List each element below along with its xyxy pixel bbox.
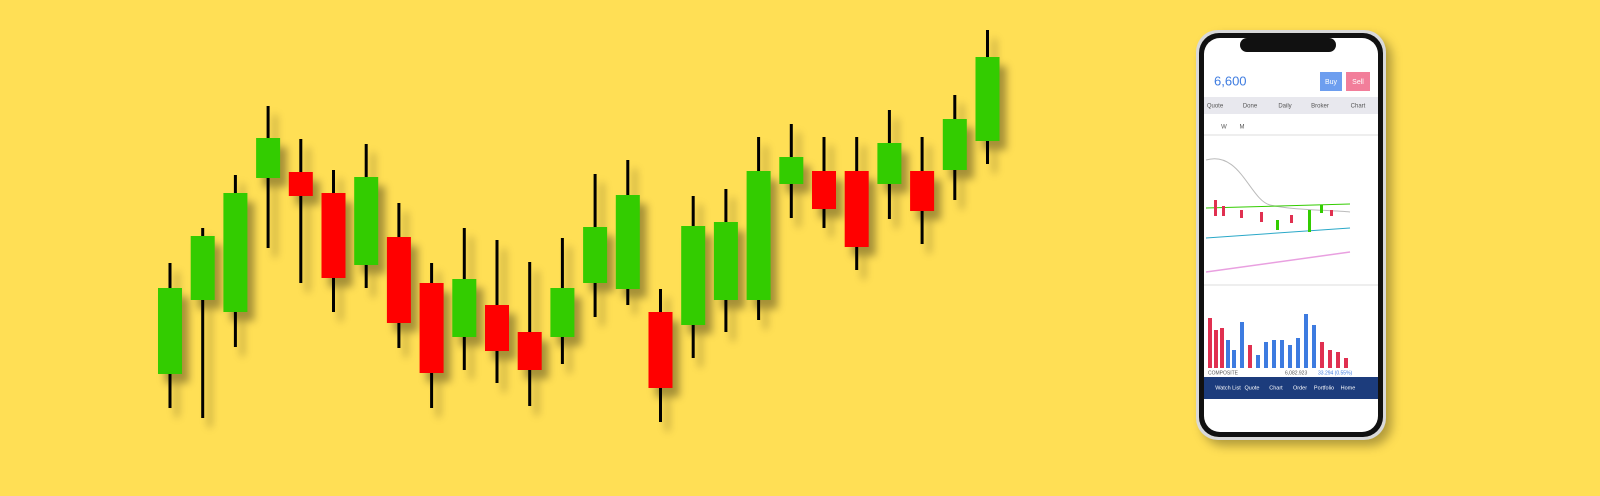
nav-item[interactable]: Quote (1245, 385, 1260, 391)
ma-line (1205, 203, 1351, 209)
phone-screen (1204, 38, 1378, 432)
candle-body (713, 222, 738, 300)
buy-label: Buy (1325, 79, 1338, 86)
candle-body (583, 227, 608, 283)
candle-body (910, 171, 935, 211)
period[interactable]: M (1240, 125, 1245, 131)
ma-line (1205, 158, 1351, 213)
header (1206, 56, 1376, 68)
candle-body (354, 177, 379, 265)
candle-body (485, 305, 509, 351)
candle-body (190, 236, 215, 300)
candle-body (779, 157, 804, 184)
candle-body (550, 288, 575, 337)
notch (1240, 38, 1336, 52)
candle-body (452, 279, 477, 337)
candle-body (223, 193, 248, 312)
candle-body (877, 143, 902, 184)
candle-body (942, 119, 967, 170)
nav-item[interactable]: Portfolio (1314, 385, 1334, 391)
candle-body (321, 193, 346, 278)
tabs: Quote Done Daily Broker Chart (1207, 104, 1366, 110)
tab[interactable]: Chart (1351, 104, 1366, 110)
tab[interactable]: Quote (1207, 104, 1224, 110)
candle-body (812, 171, 836, 209)
candle-body (648, 312, 673, 388)
index-value: 6,082.923 (1285, 370, 1307, 376)
tab[interactable]: Broker (1311, 104, 1329, 110)
ma-line (1205, 227, 1351, 239)
nav-item[interactable]: Home (1341, 385, 1356, 391)
nav-item[interactable]: Order (1293, 385, 1307, 391)
candle-body (844, 171, 869, 247)
mini-candles (1276, 205, 1323, 232)
nav-items: Watch List Quote Chart Order Portfolio Home (1215, 385, 1355, 391)
volume-bars (1208, 314, 1348, 368)
nav-item[interactable]: Watch List (1215, 385, 1241, 391)
candle-body (746, 171, 771, 300)
candle-body (256, 138, 281, 178)
index-change: 33.294 (0.55%) (1318, 370, 1353, 376)
candle-body (975, 57, 1000, 141)
candle-body (288, 172, 313, 196)
sell-button[interactable] (1346, 72, 1370, 91)
ma-line (1205, 251, 1351, 273)
nav-item[interactable]: Chart (1269, 385, 1283, 391)
period[interactable]: W (1221, 125, 1227, 131)
candle-body (517, 332, 542, 370)
tab[interactable]: Daily (1278, 104, 1291, 110)
candle-body (419, 283, 444, 373)
candle-body (386, 237, 411, 323)
bottom-nav (1204, 377, 1378, 399)
candlestick-chart (158, 30, 1000, 422)
candle-body (681, 226, 706, 325)
mini-candles (1214, 200, 1333, 223)
candle-body (615, 195, 640, 289)
tab-bar (1204, 97, 1378, 114)
candle-body (158, 288, 182, 374)
price: 6,600 (1214, 73, 1247, 88)
mini-chart (1204, 134, 1378, 286)
sell-label: Sell (1352, 79, 1364, 86)
tab[interactable]: Done (1243, 104, 1258, 110)
buy-button[interactable] (1320, 72, 1342, 91)
index-name: COMPOSITE (1208, 370, 1239, 376)
